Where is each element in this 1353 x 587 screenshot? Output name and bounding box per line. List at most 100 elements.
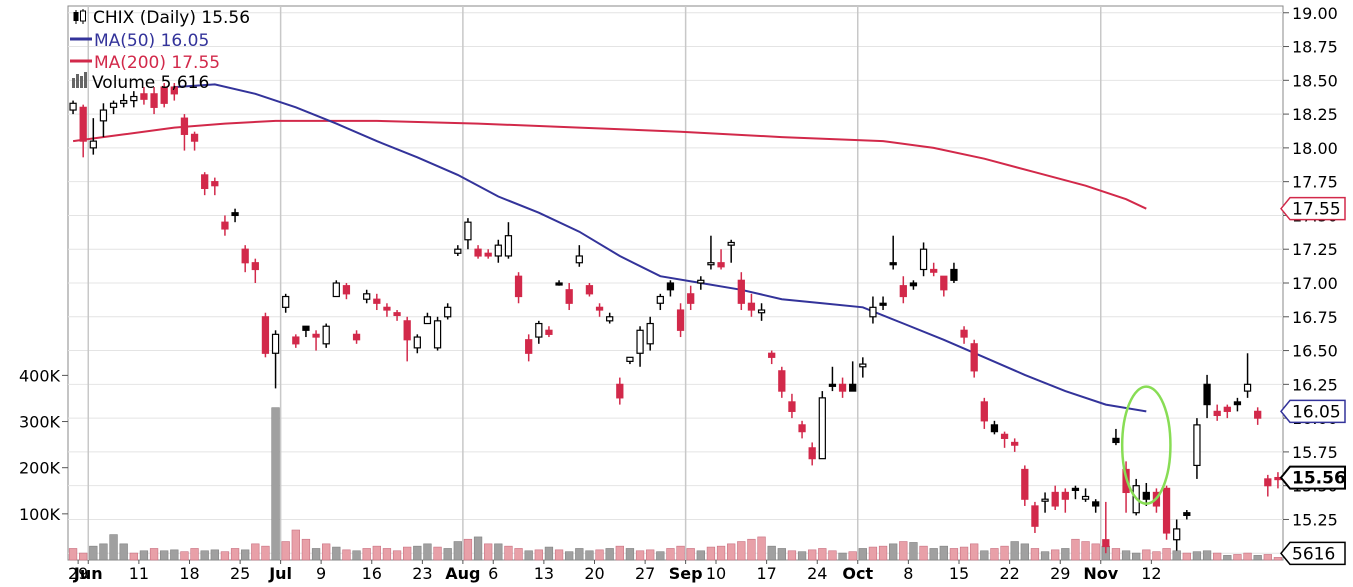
candle-body [1021, 468, 1029, 500]
candle-body [717, 262, 725, 268]
volume-bar [727, 543, 736, 561]
volume-bar [200, 550, 209, 561]
candle-body [1223, 406, 1231, 412]
volume-bar [322, 543, 331, 561]
volume-bar [362, 548, 371, 561]
date-tick-label: 11 [129, 564, 149, 583]
volume-bar [514, 548, 523, 561]
candle [919, 242, 928, 277]
volume-bar [1132, 552, 1141, 561]
candle-body [1031, 505, 1039, 527]
date-tick-label: 12 [1141, 564, 1161, 583]
candle-body [798, 424, 806, 433]
candle-body [1173, 528, 1181, 541]
candle-body [170, 86, 178, 95]
candle-body [251, 262, 259, 271]
volume-bar [1182, 552, 1191, 561]
gridlines [67, 5, 1284, 561]
volume-bar [899, 541, 908, 561]
price-tick-label: 18.75 [1292, 38, 1338, 57]
price-tag-2-box [1279, 465, 1346, 490]
volume-bar [311, 548, 321, 561]
candle-body [757, 309, 766, 314]
price-tag-1-box [1280, 399, 1346, 424]
volume-bar [129, 552, 138, 561]
volume-bar [797, 551, 807, 561]
candle [717, 249, 725, 270]
volume-bar [281, 541, 290, 561]
date-tick-label: 17 [756, 564, 776, 583]
candle [363, 289, 371, 304]
volume-bar [990, 548, 999, 561]
candle-body [140, 93, 148, 100]
candle [393, 310, 401, 321]
candle [403, 316, 411, 362]
candle-body [241, 248, 249, 264]
candle-body [494, 244, 502, 257]
candle [1092, 499, 1100, 513]
candle-body [1071, 487, 1080, 491]
volume-bar [139, 550, 149, 561]
candle-body [1264, 478, 1272, 487]
volume-tag: 5616 [1280, 541, 1346, 566]
date-tick-label: Aug [445, 564, 480, 583]
candle-body [899, 285, 907, 298]
volume-bar [220, 551, 230, 561]
volume-bar [858, 548, 867, 561]
volume-bar [706, 546, 716, 561]
volume-bar [848, 551, 857, 561]
candle [889, 235, 897, 270]
volume-bar [686, 548, 695, 561]
candle [261, 312, 270, 358]
candle [525, 334, 533, 362]
volume-bar [372, 545, 381, 561]
volume-tag-label: 5616 [1292, 544, 1335, 564]
volume-bar [1000, 545, 1009, 561]
candle [930, 262, 938, 277]
candle [454, 245, 462, 256]
candle-body [1092, 501, 1100, 507]
candle [869, 296, 877, 324]
candle [859, 357, 867, 378]
candle-body [727, 241, 735, 246]
candle-body [190, 133, 199, 142]
volume-tick-label: 300K [19, 413, 61, 432]
volume-bar [89, 545, 98, 561]
volume-bar [565, 551, 574, 561]
date-tick-label: 25 [230, 564, 250, 583]
volume-bar [909, 542, 918, 561]
volume-bar [170, 549, 179, 561]
date-tick-label: Nov [1083, 564, 1118, 583]
candle [697, 276, 705, 290]
candle-body [282, 295, 290, 308]
volume-bar [878, 545, 888, 561]
candle [707, 235, 715, 270]
price-tag-0-box [1280, 196, 1346, 221]
volume-bar [251, 543, 260, 561]
candle [1011, 438, 1019, 452]
price-tick-label: 15.25 [1292, 510, 1338, 529]
volume-bar [403, 546, 412, 561]
date-tick-label: 24 [807, 564, 827, 583]
candle [1233, 397, 1242, 412]
volume-bar [1192, 551, 1202, 561]
date-tick-label: 16 [362, 564, 382, 583]
candle-body [838, 383, 847, 392]
candle-body [342, 285, 351, 295]
candle [747, 293, 756, 317]
candle-body [656, 295, 664, 304]
candle-body [292, 336, 300, 345]
candle-body [889, 262, 897, 266]
candle [1112, 428, 1120, 446]
date-tick-label: 22 [999, 564, 1019, 583]
volume-bar [1172, 550, 1181, 561]
candle [1081, 488, 1090, 502]
candle-body [69, 102, 77, 111]
candle [626, 356, 634, 365]
candle [535, 320, 543, 344]
candle-body [130, 95, 138, 102]
date-tick-label: 8 [903, 564, 913, 583]
candle [676, 303, 685, 338]
volume-bar [1071, 538, 1080, 561]
candle [575, 245, 583, 267]
